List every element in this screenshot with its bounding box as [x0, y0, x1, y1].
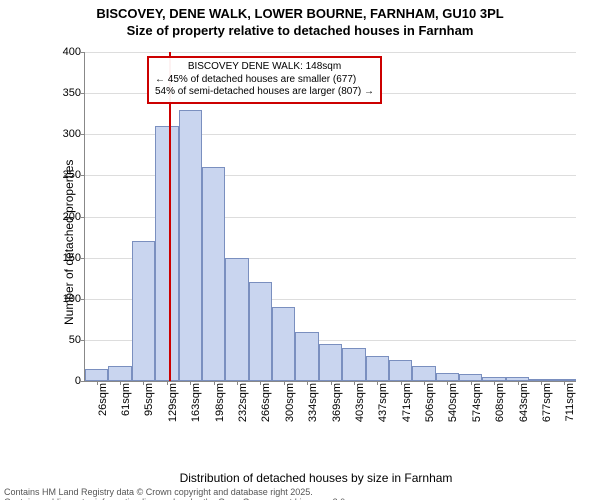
annotation-box: BISCOVEY DENE WALK: 148sqm← 45% of detac… — [147, 56, 382, 104]
chart-title-main: BISCOVEY, DENE WALK, LOWER BOURNE, FARNH… — [0, 6, 600, 21]
xtick-label: 574sqm — [471, 383, 483, 423]
histogram-bar — [132, 241, 155, 381]
histogram-bar — [272, 307, 295, 381]
xtick-label: 61sqm — [120, 383, 132, 423]
ytick-label: 250 — [53, 169, 85, 181]
chart-title-sub: Size of property relative to detached ho… — [0, 23, 600, 38]
xtick-label: 163sqm — [190, 383, 202, 423]
xtick-label: 232sqm — [237, 383, 249, 423]
ytick-label: 100 — [53, 293, 85, 305]
histogram-bar — [319, 344, 342, 381]
histogram-bar — [366, 356, 389, 381]
xtick-label: 437sqm — [377, 383, 389, 423]
xtick-label: 403sqm — [354, 383, 366, 423]
chart-container: BISCOVEY, DENE WALK, LOWER BOURNE, FARNH… — [0, 6, 600, 500]
x-axis-label: Distribution of detached houses by size … — [56, 471, 576, 485]
histogram-bar — [342, 348, 365, 381]
histogram-bar — [108, 366, 131, 381]
ytick-label: 50 — [53, 334, 85, 346]
histogram-bar — [436, 373, 459, 381]
annotation-line: BISCOVEY DENE WALK: 148sqm — [155, 61, 374, 74]
xtick-label: 26sqm — [97, 383, 109, 423]
footer-attribution: Contains HM Land Registry data © Crown c… — [4, 488, 596, 500]
xtick-label: 643sqm — [518, 383, 530, 423]
histogram-bar — [412, 366, 435, 381]
ytick-label: 200 — [53, 211, 85, 223]
histogram-bar — [85, 369, 108, 381]
annotation-line: 54% of semi-detached houses are larger (… — [155, 86, 374, 99]
xtick-label: 711sqm — [564, 383, 576, 423]
xtick-label: 266sqm — [260, 383, 272, 423]
xtick-label: 608sqm — [494, 383, 506, 423]
ytick-label: 0 — [53, 375, 85, 387]
histogram-bar — [179, 110, 202, 381]
xtick-label: 198sqm — [214, 383, 226, 423]
plot-area: 05010015020025030035040026sqm61sqm95sqm1… — [84, 52, 576, 382]
ytick-label: 350 — [53, 87, 85, 99]
histogram-bar — [459, 374, 482, 381]
xtick-label: 95sqm — [143, 383, 155, 423]
xtick-label: 506sqm — [424, 383, 436, 423]
histogram-bar — [295, 332, 318, 381]
xtick-label: 369sqm — [331, 383, 343, 423]
histogram-bar — [202, 167, 225, 381]
histogram-bar — [389, 360, 412, 381]
xtick-label: 334sqm — [307, 383, 319, 423]
xtick-label: 540sqm — [447, 383, 459, 423]
xtick-label: 677sqm — [541, 383, 553, 423]
histogram-bar — [155, 126, 178, 381]
xtick-label: 471sqm — [401, 383, 413, 423]
xtick-label: 300sqm — [284, 383, 296, 423]
xtick-label: 129sqm — [167, 383, 179, 423]
ytick-label: 300 — [53, 128, 85, 140]
plot-wrap: Number of detached properties 0501001502… — [56, 52, 576, 432]
histogram-bar — [249, 282, 272, 381]
ytick-label: 400 — [53, 46, 85, 58]
ytick-label: 150 — [53, 252, 85, 264]
histogram-bar — [225, 258, 248, 381]
gridline — [85, 52, 576, 53]
annotation-line: ← 45% of detached houses are smaller (67… — [155, 74, 374, 87]
